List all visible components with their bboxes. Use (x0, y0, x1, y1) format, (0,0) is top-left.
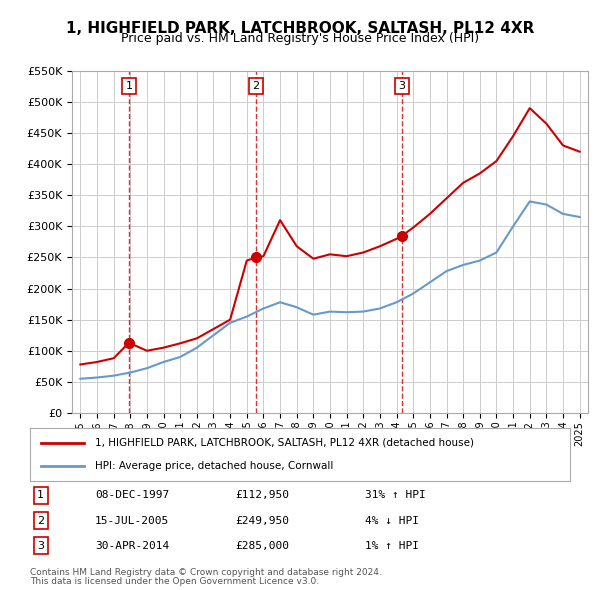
Text: £285,000: £285,000 (235, 540, 289, 550)
Text: 1% ↑ HPI: 1% ↑ HPI (365, 540, 419, 550)
Text: HPI: Average price, detached house, Cornwall: HPI: Average price, detached house, Corn… (95, 461, 333, 471)
Text: 31% ↑ HPI: 31% ↑ HPI (365, 490, 425, 500)
Text: 08-DEC-1997: 08-DEC-1997 (95, 490, 169, 500)
Text: 3: 3 (37, 540, 44, 550)
Text: 1, HIGHFIELD PARK, LATCHBROOK, SALTASH, PL12 4XR: 1, HIGHFIELD PARK, LATCHBROOK, SALTASH, … (66, 21, 534, 35)
Text: Contains HM Land Registry data © Crown copyright and database right 2024.: Contains HM Land Registry data © Crown c… (30, 568, 382, 576)
Text: 3: 3 (398, 81, 406, 91)
Text: 4% ↓ HPI: 4% ↓ HPI (365, 516, 419, 526)
Text: £112,950: £112,950 (235, 490, 289, 500)
Text: 1: 1 (125, 81, 133, 91)
Text: 1: 1 (37, 490, 44, 500)
Text: £249,950: £249,950 (235, 516, 289, 526)
Text: 2: 2 (252, 81, 259, 91)
Text: This data is licensed under the Open Government Licence v3.0.: This data is licensed under the Open Gov… (30, 577, 319, 586)
Text: 15-JUL-2005: 15-JUL-2005 (95, 516, 169, 526)
Text: 2: 2 (37, 516, 44, 526)
Text: Price paid vs. HM Land Registry's House Price Index (HPI): Price paid vs. HM Land Registry's House … (121, 32, 479, 45)
Text: 1, HIGHFIELD PARK, LATCHBROOK, SALTASH, PL12 4XR (detached house): 1, HIGHFIELD PARK, LATCHBROOK, SALTASH, … (95, 438, 474, 448)
Text: 30-APR-2014: 30-APR-2014 (95, 540, 169, 550)
